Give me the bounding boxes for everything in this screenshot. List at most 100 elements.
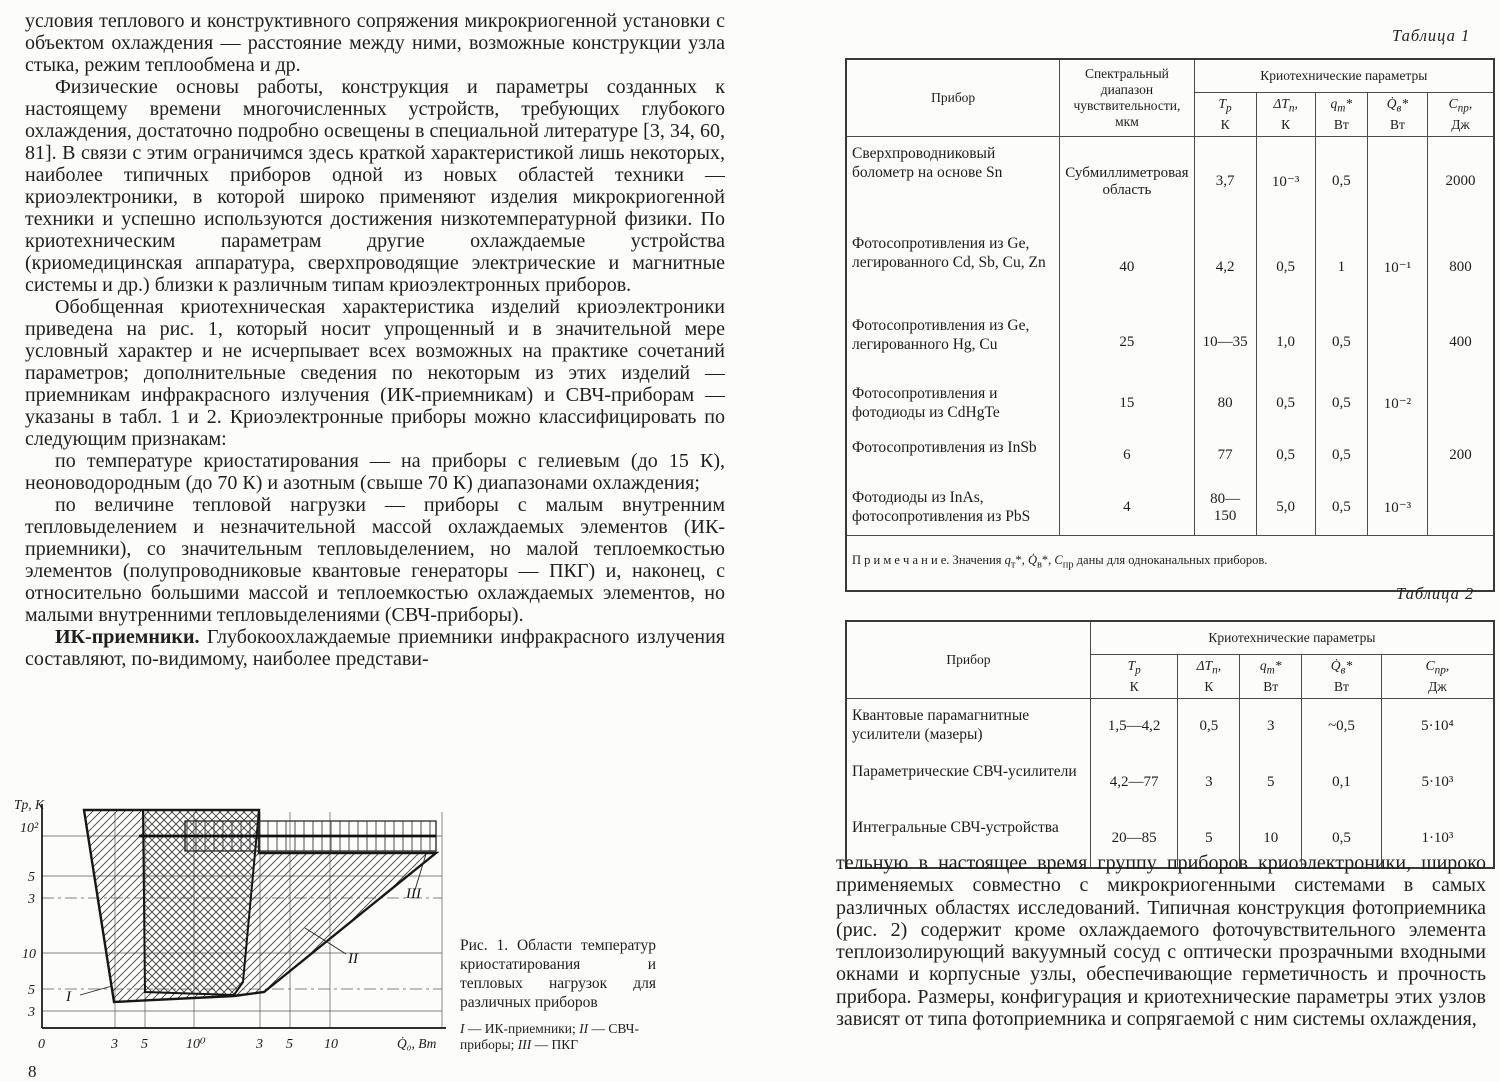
param-symbol: qт* [1259,658,1282,677]
table-row: Интегральные СВЧ-устройства 20—85 5 10 0,5 1·… [845,810,1495,868]
cell-value: 25 [1059,308,1195,377]
param-unit: Вт [1389,116,1405,132]
cell-value: 3,7 [1193,136,1257,227]
param-unit: Дж [1428,678,1447,694]
cell-device-name: Фотосопротивления из InSb [845,430,1061,481]
col-header-param: ΔTп, К [1177,654,1241,699]
cell-device-name: Фотосопротивления и фотодиоды из CdHgTe [845,376,1061,431]
y-tick: 5 [28,870,35,885]
table-2: Прибор Криотехнические параметры Tр К ΔTп… [845,620,1495,869]
figure-caption-title: Рис. 1. Области температур криостатирова… [460,937,656,1011]
param-symbol: Tр [1218,96,1232,115]
table-row: Фотосопротивления из InSb 6 77 0,5 0,5 200 [845,430,1495,481]
leader-lines [79,853,427,996]
right-text-column: тельную в настоящее время группу приборо… [836,852,1486,1031]
cell-value: 1 [1314,226,1368,309]
table2-body: Квантовые парамагнитные усилители (мазер… [845,698,1495,868]
cell-value: 80—150 [1193,480,1257,536]
cell-value: 5·10³ [1380,754,1495,811]
param-unit: Вт [1263,678,1279,694]
paragraph-lead: ИК-приемники. [55,626,200,648]
col-header-device: Прибор [845,58,1061,137]
param-unit: К [1220,116,1230,132]
table1-header: Прибор Спектральный диапазон чувствитель… [845,58,1495,137]
col-header-param: Спр, Дж [1426,92,1495,137]
paragraph: по температуре криостатирования — на при… [25,450,725,494]
table-row: Фотосопротивления из Ge, легированного H… [845,308,1495,377]
cell-device-name: Сверхпроводниковый болометр на основе Sn [845,136,1061,227]
paragraph: Физические основы работы, конструкция и … [25,76,725,296]
cell-value: 3 [1239,698,1303,755]
cell-value [1366,136,1428,227]
page-number: 8 [28,1062,37,1081]
cell-value: 0,5 [1255,376,1316,431]
cell-value [1366,308,1428,377]
x-tick: 0 [38,1037,45,1052]
cell-value: ~0,5 [1301,698,1382,755]
cell-value: 77 [1193,430,1257,481]
cell-value: Субмиллиметровая область [1059,136,1195,227]
param-symbol: Спр, [1448,96,1473,115]
table2-header: Прибор Криотехнические параметры Tр К ΔTп… [845,620,1495,699]
param-symbol: qт* [1330,96,1353,115]
cell-value: 800 [1426,226,1495,309]
col-header-param: Спр, Дж [1380,654,1495,699]
cell-value: 40 [1059,226,1195,309]
y-axis-label: Tр, К [14,797,45,812]
cell-value [1426,376,1495,431]
cell-value: 0,5 [1314,136,1368,227]
table-row: Сверхпроводниковый болометр на основе Sn… [845,136,1495,227]
x-tick: 3 [255,1037,263,1052]
param-unit: К [1281,116,1291,132]
table-row: Фотодиоды из InAs, фотосопротивления из … [845,480,1495,536]
cell-value: 1·10³ [1380,810,1495,868]
cell-value: 10⁻¹ [1366,226,1428,309]
cell-value: 2000 [1426,136,1495,227]
y-tick: 10 [22,947,36,962]
param-unit: Вт [1334,678,1349,694]
table-row: Фотосопротивления из Ge, легированного C… [845,226,1495,309]
cell-value: 10⁻² [1366,376,1428,431]
temperature-load-chart: I II III Tр, К 10² 5 3 10 5 3 0 3 5 10⁰ … [14,797,446,1052]
cell-value: 6 [1059,430,1195,481]
param-symbol: ΔTп, [1273,96,1298,115]
cell-value: 80 [1193,376,1257,431]
cell-value: 4,2—77 [1089,754,1179,811]
cell-value: 0,1 [1301,754,1382,811]
cell-value: 15 [1059,376,1195,431]
left-text-column: условия теплового и конструктивного сопр… [25,10,725,792]
cell-value: 0,5 [1177,698,1241,755]
cell-device-name: Фотосопротивления из Ge, легированного C… [845,226,1061,309]
col-header-param: ΔTп, К [1255,92,1316,137]
x-tick: 10 [324,1037,338,1052]
paragraph: ИК-приемники. Глубокоохлаждаемые приемни… [25,626,725,670]
col-group-header: Криотехнические параметры [1193,58,1495,93]
table-1: Прибор Спектральный диапазон чувствитель… [845,58,1495,592]
param-unit: Дж [1451,116,1470,132]
col-header-param: qт* Вт [1239,654,1303,699]
paragraph: по величине тепловой нагрузки — приборы … [25,494,725,626]
cell-value: 0,5 [1255,430,1316,481]
cell-value: 10⁻³ [1255,136,1316,227]
param-symbol: Tр [1127,658,1141,677]
y-tick: 3 [27,892,35,907]
cell-device-name: Фотосопротивления из Ge, легированного H… [845,308,1061,377]
axes [41,804,446,1029]
x-axis-label: Q̇₀, Вт [397,1036,437,1051]
y-tick: 5 [28,983,35,998]
region-i-ik [141,809,261,997]
cell-value: 0,5 [1314,376,1368,431]
region-label-i: I [65,989,72,1005]
region-label-iii: III [405,886,422,902]
param-symbol: ΔTп, [1196,658,1222,677]
cell-value: 0,5 [1314,308,1368,377]
param-unit: Вт [1333,116,1349,132]
cell-value: 1,5—4,2 [1089,698,1179,755]
table-row: Квантовые парамагнитные усилители (мазер… [845,698,1495,755]
paragraph: условия теплового и конструктивного сопр… [25,10,725,76]
x-tick: 10⁰ [186,1037,206,1052]
col-header-param: Tр К [1089,654,1179,699]
cell-value: 5 [1239,754,1303,811]
cell-device-name: Фотодиоды из InAs, фотосопротивления из … [845,480,1061,536]
col-group-header: Криотехнические параметры [1089,620,1495,655]
